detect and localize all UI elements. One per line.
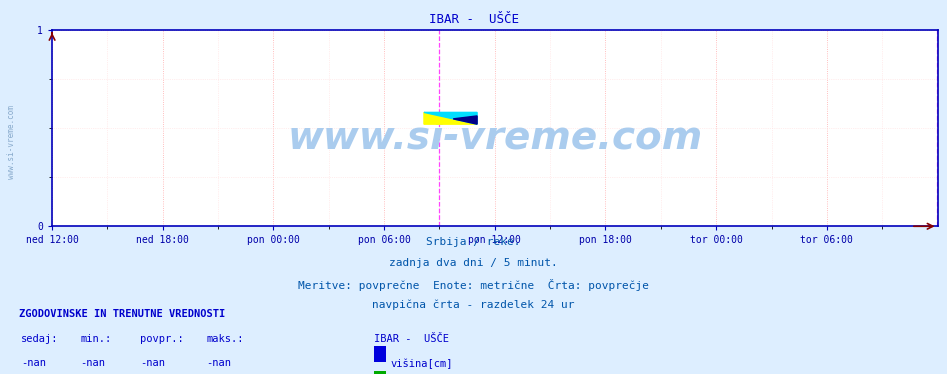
- Text: IBAR -  UŠČE: IBAR - UŠČE: [374, 334, 449, 344]
- Text: Meritve: povprečne  Enote: metrične  Črta: povprečje: Meritve: povprečne Enote: metrične Črta:…: [298, 279, 649, 291]
- Text: ZGODOVINSKE IN TRENUTNE VREDNOSTI: ZGODOVINSKE IN TRENUTNE VREDNOSTI: [19, 309, 225, 319]
- Text: višina[cm]: višina[cm]: [390, 358, 453, 369]
- Polygon shape: [424, 112, 477, 124]
- Text: -nan: -nan: [140, 358, 165, 368]
- Text: maks.:: maks.:: [206, 334, 244, 344]
- Polygon shape: [424, 112, 477, 124]
- Text: -nan: -nan: [21, 358, 45, 368]
- Text: www.si-vreme.com: www.si-vreme.com: [287, 119, 703, 157]
- Text: www.si-vreme.com: www.si-vreme.com: [7, 105, 16, 179]
- Text: -nan: -nan: [206, 358, 231, 368]
- Text: min.:: min.:: [80, 334, 112, 344]
- Text: zadnja dva dni / 5 minut.: zadnja dva dni / 5 minut.: [389, 258, 558, 268]
- Text: povpr.:: povpr.:: [140, 334, 184, 344]
- Text: sedaj:: sedaj:: [21, 334, 59, 344]
- Text: navpična črta - razdelek 24 ur: navpična črta - razdelek 24 ur: [372, 299, 575, 310]
- Text: IBAR -  UŠČE: IBAR - UŠČE: [428, 13, 519, 26]
- Text: Srbija / reke.: Srbija / reke.: [426, 237, 521, 248]
- Text: -nan: -nan: [80, 358, 105, 368]
- Polygon shape: [454, 116, 477, 124]
